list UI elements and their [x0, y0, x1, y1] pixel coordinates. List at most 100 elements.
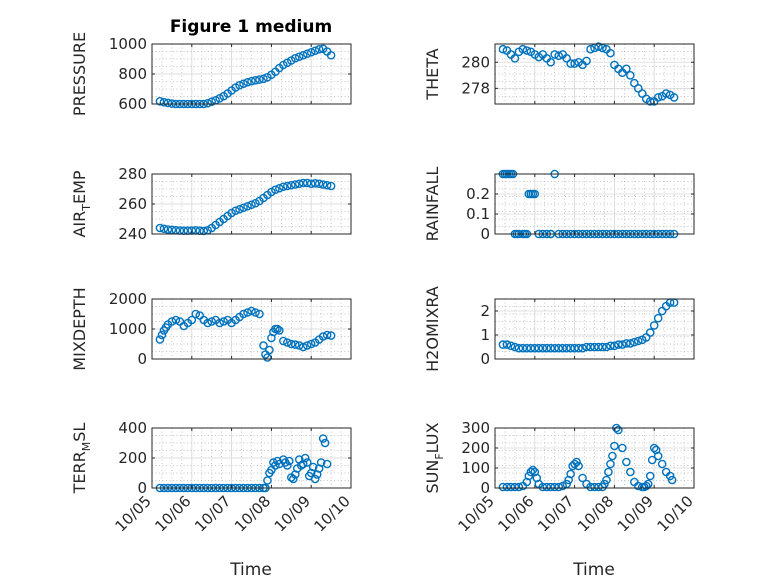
data-point — [645, 328, 655, 337]
x-tick-label: 10/10 — [654, 492, 697, 535]
data-point — [298, 178, 308, 188]
data-point — [263, 476, 272, 485]
y-tick-label: 0 — [137, 350, 147, 368]
data-point — [203, 98, 213, 108]
data-point — [578, 343, 587, 353]
data-point — [522, 46, 532, 55]
data-point — [649, 443, 659, 453]
y-tick-label: 0 — [137, 479, 147, 497]
data-point — [286, 180, 296, 190]
data-point — [294, 179, 304, 189]
data-point — [582, 342, 591, 352]
data-point — [322, 459, 332, 469]
data-point — [582, 56, 591, 66]
y-tick-label: 278 — [461, 79, 490, 97]
y-tick-label: 0.1 — [466, 205, 490, 223]
subplot-3: 240 260 280 AIRTEMP — [70, 165, 352, 243]
data-point — [283, 181, 292, 191]
data-point — [572, 457, 581, 467]
data-point — [247, 200, 256, 210]
subplot-4: 0 0.1 0.2 RAINFALL — [423, 167, 695, 243]
data-point — [626, 339, 635, 348]
data-point — [558, 343, 567, 353]
x-tick-label: 10/09 — [614, 492, 657, 535]
y-axis-label: H2OMIXRA — [423, 286, 442, 372]
data-point — [546, 57, 556, 67]
data-point — [259, 74, 268, 84]
data-point — [542, 343, 552, 353]
x-tick-label: 10/05 — [455, 492, 498, 535]
data-point — [630, 337, 639, 347]
y-tick-label: 260 — [118, 195, 147, 213]
y-tick-label: 240 — [118, 225, 147, 243]
subplot-2: 278 280 THETA — [423, 42, 695, 106]
data-point — [633, 336, 643, 346]
data-point — [318, 434, 328, 443]
data-point — [518, 44, 528, 54]
data-point — [285, 456, 294, 466]
data-point — [622, 339, 631, 348]
data-point — [171, 315, 181, 325]
data-point — [326, 331, 336, 340]
data-point — [314, 179, 324, 189]
data-point — [239, 203, 248, 213]
data-point — [498, 482, 508, 492]
data-point — [606, 459, 615, 469]
data-point — [273, 324, 282, 334]
data-point — [647, 455, 657, 465]
data-point — [306, 339, 316, 349]
data-point — [502, 482, 512, 492]
data-point — [251, 76, 260, 85]
data-point — [661, 89, 671, 98]
y-axis-label: AIRTEMP — [70, 170, 93, 237]
data-point — [586, 482, 595, 492]
subplot-6: 0 1 2 H2OMIXRA — [423, 286, 695, 372]
data-point — [570, 59, 579, 68]
x-tick-label: 10/10 — [311, 492, 354, 535]
data-point — [283, 461, 292, 470]
y-axis-label: RAINFALL — [423, 167, 442, 242]
data-point — [510, 54, 520, 63]
data-point — [528, 189, 538, 199]
data-point — [522, 343, 532, 353]
data-point — [566, 59, 575, 68]
data-point — [594, 342, 603, 352]
data-point — [290, 53, 300, 63]
data-point — [546, 343, 556, 353]
data-point — [255, 309, 264, 319]
y-tick-label: 200 — [118, 449, 147, 467]
data-point — [538, 482, 548, 492]
data-point — [653, 93, 663, 102]
data-point — [554, 343, 563, 353]
data-point — [524, 189, 534, 199]
data-point — [235, 204, 244, 214]
data-point — [566, 343, 575, 353]
data-point — [653, 451, 663, 461]
data-point — [298, 342, 308, 352]
y-tick-label: 1000 — [109, 320, 147, 338]
data-point — [243, 77, 252, 87]
data-point — [243, 308, 252, 317]
data-point — [239, 309, 248, 319]
axes-box — [494, 43, 695, 105]
data-point — [187, 315, 197, 325]
data-point — [288, 474, 298, 484]
data-point — [310, 178, 320, 188]
data-point — [570, 343, 579, 353]
data-point — [326, 181, 336, 191]
data-point — [649, 321, 659, 330]
data-point — [275, 183, 284, 193]
data-point — [308, 462, 318, 472]
data-point — [322, 330, 332, 340]
data-point — [167, 225, 177, 235]
data-point — [271, 461, 280, 470]
data-point — [290, 340, 300, 349]
data-point — [626, 467, 635, 477]
data-point — [510, 342, 520, 352]
data-point — [207, 317, 216, 326]
data-point — [574, 343, 583, 353]
data-point — [155, 97, 165, 106]
data-point — [608, 451, 617, 461]
data-point — [530, 343, 540, 353]
